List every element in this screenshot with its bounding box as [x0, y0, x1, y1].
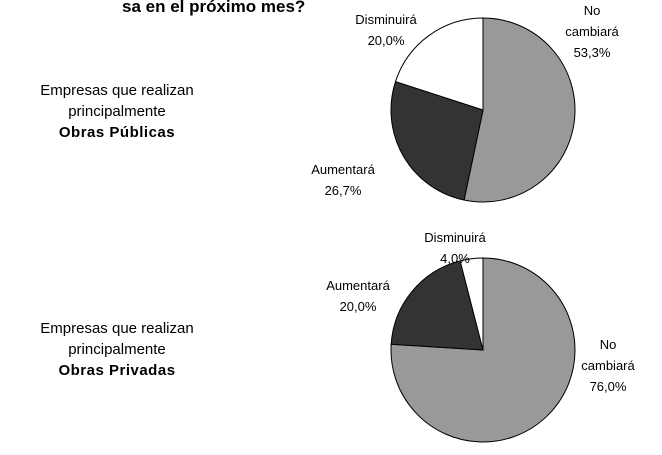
slice-value: 26,7% [324, 183, 362, 198]
slice-label: Disminuirá 4,0% [420, 227, 490, 269]
slice-name: No cambiará [565, 3, 619, 39]
slice-name: Disminuirá [355, 12, 417, 27]
caption-text: Empresas que realizan principalmente [40, 82, 194, 120]
slice-name: Aumentará [326, 278, 390, 293]
slice-value: 20,0% [367, 33, 405, 48]
slice-label: Aumentará 20,0% [323, 275, 393, 317]
slice-value: 4,0% [440, 251, 470, 266]
slice-value: 76,0% [589, 379, 627, 394]
caption-text: Empresas que realizan principalmente [40, 320, 194, 358]
slice-name: Aumentará [311, 162, 375, 177]
chart-caption: Empresas que realizan principalmente Obra… [7, 80, 227, 143]
slice-label: No cambiará 53,3% [557, 0, 627, 63]
slice-value: 20,0% [339, 299, 377, 314]
pie-slice [390, 80, 484, 201]
pie-slice [459, 257, 484, 351]
pie-slice [390, 260, 484, 351]
slice-label: Aumentará 26,7% [308, 159, 378, 201]
page-title: sa en el próximo mes? [122, 0, 306, 16]
slice-label: No cambiará 76,0% [573, 334, 643, 397]
slice-name: No cambiará [581, 337, 635, 373]
slice-value: 53,3% [573, 45, 611, 60]
pie-slice [394, 17, 484, 111]
chart-title: Obras Públicas [58, 124, 176, 141]
chart-caption: Empresas que realizan principalmente Obra… [7, 318, 227, 381]
pie-slice [463, 17, 576, 203]
chart-title: Obras Privadas [58, 362, 176, 379]
slice-name: Disminuirá [424, 230, 486, 245]
slice-label: Disminuirá 20,0% [351, 9, 421, 51]
